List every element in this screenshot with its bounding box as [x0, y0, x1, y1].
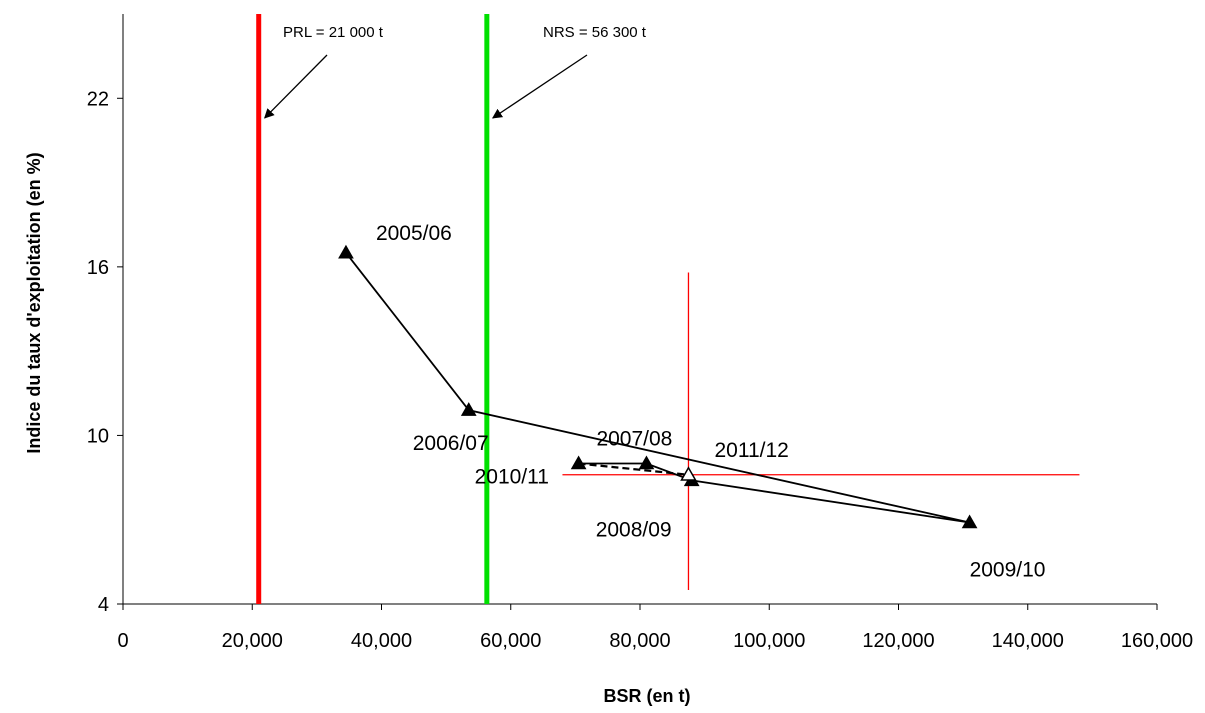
x-tick-label: 60,000 [480, 630, 541, 652]
y-axis-title: Indice du taux d'exploitation (en %) [24, 152, 44, 453]
x-axis-title: BSR (en t) [604, 686, 691, 706]
series-line-dashed [578, 462, 689, 476]
data-point-marker [460, 402, 477, 416]
data-point-label: 2011/12 [714, 439, 788, 462]
data-point-label: 2007/08 [596, 428, 672, 451]
reference-arrow [492, 54, 588, 119]
data-point-marker [638, 455, 655, 470]
data-point-marker [961, 514, 978, 529]
series-line [345, 252, 970, 524]
x-tick-label: 40,000 [351, 630, 412, 652]
y-tick-label: 10 [87, 425, 109, 447]
data-point-label: 2010/11 [475, 466, 549, 489]
x-tick-label: 0 [117, 630, 128, 652]
x-tick-label: 100,000 [733, 630, 805, 652]
y-tick-label: 22 [87, 88, 109, 110]
x-tick-label: 120,000 [862, 630, 934, 652]
reference-line-label: PRL = 21 000 t [283, 24, 384, 41]
x-tick-label: 140,000 [992, 630, 1064, 652]
x-tick-label: 160,000 [1121, 630, 1193, 652]
data-point-label: 2009/10 [970, 559, 1046, 582]
reference-line-label: NRS = 56 300 t [543, 24, 647, 41]
x-tick-label: 80,000 [609, 630, 670, 652]
data-point-marker-open [680, 466, 697, 481]
reference-arrow [264, 54, 328, 119]
y-tick-label: 4 [98, 594, 109, 616]
data-point-label: 2008/09 [596, 518, 672, 541]
data-point-marker [570, 455, 587, 470]
data-point-label: 2006/07 [413, 432, 489, 455]
x-tick-label: 20,000 [222, 630, 283, 652]
data-point-marker [338, 244, 354, 259]
data-point-label: 2005/06 [376, 222, 452, 245]
y-tick-label: 16 [87, 257, 109, 279]
